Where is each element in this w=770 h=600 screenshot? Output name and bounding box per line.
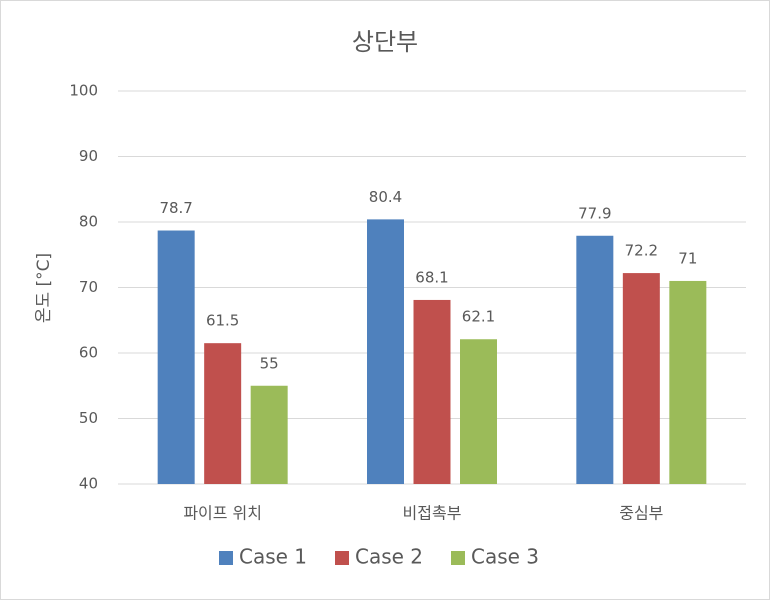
legend-label: Case 1 [239, 545, 307, 569]
y-tick-label: 60 [79, 344, 98, 362]
bar [460, 339, 497, 484]
bar [669, 280, 707, 484]
bar [367, 219, 404, 484]
y-tick-label: 80 [79, 213, 98, 231]
y-tick-label: 50 [79, 409, 98, 427]
data-label: 72.2 [625, 242, 658, 260]
bar [413, 299, 451, 484]
data-label: 55 [260, 354, 279, 372]
y-axis-label: 온도 [°C] [34, 253, 54, 323]
data-label: 77.9 [578, 204, 611, 222]
x-tick-label: 비접촉부 [403, 504, 462, 523]
legend-swatch [335, 551, 349, 565]
y-tick-label: 40 [79, 475, 98, 493]
legend-label: Case 2 [355, 545, 423, 569]
data-label: 78.7 [159, 199, 192, 217]
x-tick-label: 중심부 [619, 504, 663, 523]
data-label: 68.1 [415, 268, 448, 286]
y-tick-label: 100 [69, 82, 98, 100]
chart-title: 상단부 [352, 28, 418, 56]
bar [250, 385, 288, 484]
data-label: 61.5 [206, 312, 239, 330]
x-tick-label: 파이프 위치 [183, 504, 262, 523]
legend-swatch [219, 551, 233, 565]
y-tick-label: 70 [79, 278, 98, 296]
data-label: 80.4 [369, 188, 402, 206]
data-label: 71 [678, 249, 697, 267]
data-label: 62.1 [462, 308, 495, 326]
bar [204, 343, 242, 484]
bar [157, 230, 195, 484]
y-tick-label: 90 [79, 147, 98, 165]
bar [622, 273, 660, 484]
bar [576, 235, 614, 484]
legend-label: Case 3 [471, 545, 539, 569]
legend-swatch [451, 551, 465, 565]
